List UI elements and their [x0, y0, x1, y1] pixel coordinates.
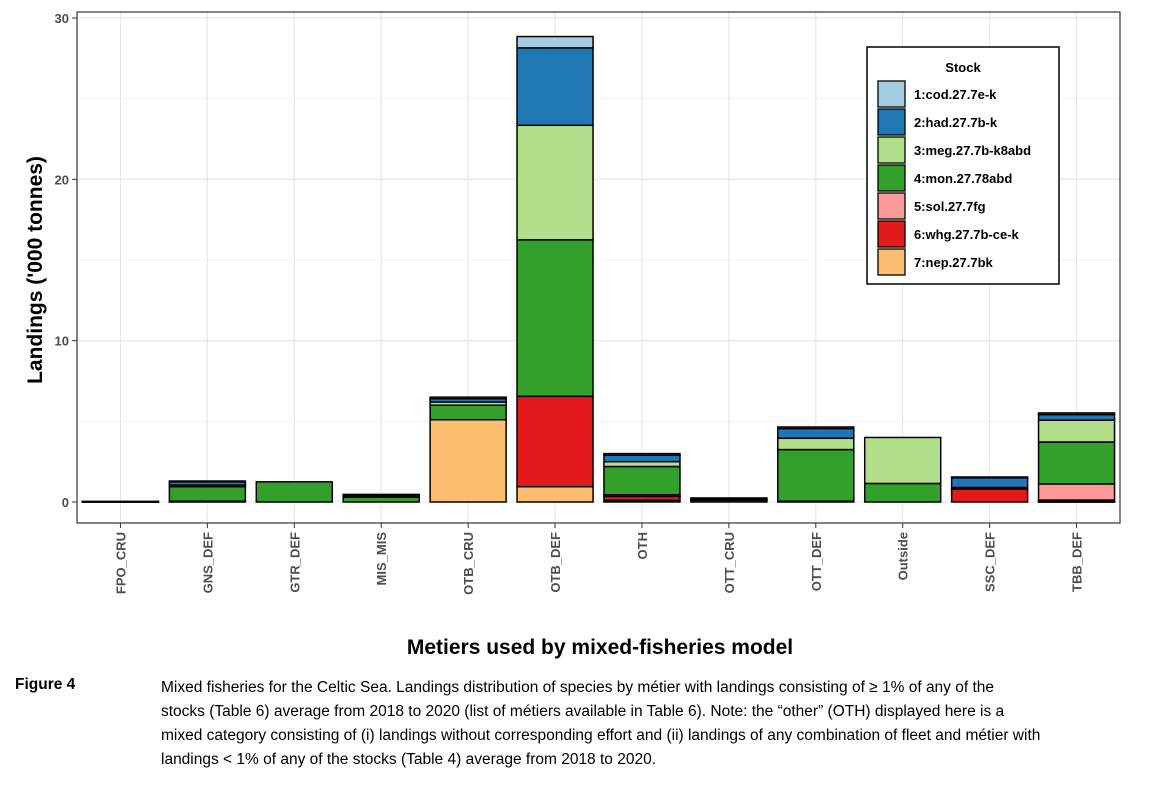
bar-segment — [342, 493, 420, 496]
legend-label: 3:meg.27.7b-k8abd — [914, 143, 1031, 158]
bar-segment — [603, 452, 681, 456]
bar-segment — [429, 418, 507, 503]
y-tick-label: 20 — [55, 172, 69, 187]
bar-segment — [516, 35, 594, 49]
bar-segment — [863, 436, 942, 485]
bar-stack-otb-cru — [429, 396, 507, 503]
legend-title: Stock — [945, 60, 981, 75]
x-tick-label: TBB_DEF — [1070, 532, 1085, 592]
bar-segment — [950, 488, 1029, 503]
bar-segment — [516, 239, 594, 398]
y-tick-label: 0 — [62, 495, 69, 510]
plot-panel-border — [76, 11, 1121, 524]
bars-group — [81, 35, 1116, 503]
bar-segment — [255, 481, 334, 503]
y-tick-label: 30 — [55, 11, 69, 26]
bar-segment — [1037, 483, 1116, 501]
legend-swatch — [877, 248, 906, 276]
legend-swatch — [877, 192, 906, 220]
bar-segment — [516, 485, 594, 503]
bar-stack-oth — [603, 452, 681, 503]
bar-segment — [1037, 413, 1116, 421]
bar-stack-ssc-def — [950, 476, 1029, 503]
x-tick-label: OTT_CRU — [722, 532, 737, 593]
bar-stack-tbb-def — [1037, 412, 1116, 503]
bar-stack-gns-def — [168, 480, 247, 503]
x-axis-title: Metiers used by mixed-fisheries model — [407, 636, 793, 659]
bar-segment — [168, 485, 247, 502]
x-tick-label: SSC_DEF — [983, 532, 998, 592]
bar-segment — [1037, 412, 1116, 416]
figure-caption-text: Mixed fisheries for the Celtic Sea. Land… — [161, 679, 1041, 768]
bar-stack-ott-cru — [690, 497, 768, 503]
x-tick-label: FPO_CRU — [113, 532, 128, 594]
bar-stack-fpo-cru — [81, 500, 160, 503]
legend-label: 5:sol.27.7fg — [914, 199, 986, 214]
bar-segment — [777, 427, 855, 440]
bar-segment — [1037, 441, 1116, 485]
bar-segment — [516, 124, 594, 241]
bar-segment — [429, 396, 507, 400]
bar-segment — [603, 465, 681, 496]
x-tick-label: GTR_DEF — [287, 532, 302, 593]
bar-segment — [168, 480, 247, 483]
bar-segment — [777, 426, 855, 430]
bar-segment — [603, 454, 681, 463]
bar-stack-outside — [863, 436, 942, 503]
bar-stack-mis-mis — [342, 493, 420, 503]
x-tick-label: MIS_MIS — [374, 532, 389, 586]
bar-segment — [429, 404, 507, 421]
bar-segment — [516, 395, 594, 488]
y-tick-label: 10 — [55, 334, 69, 349]
bar-segment — [950, 477, 1029, 489]
bar-segment — [690, 497, 768, 500]
bar-segment — [777, 448, 855, 502]
stacked-bar-chart: 0 10 20 30 FPO_CRU GNS_DEF GTR_DEF MIS_MIS OTB_… — [24, 11, 1121, 659]
legend-swatch — [877, 108, 906, 136]
x-tick-label: OTB_DEF — [548, 532, 563, 593]
x-tick-label: OTH — [635, 532, 650, 559]
legend-label: 2:had.27.7b-k — [914, 115, 998, 130]
legend-swatch — [877, 220, 906, 248]
bar-stack-otb-def — [516, 35, 594, 503]
figure-label: Figure 4 — [15, 676, 76, 693]
x-tick-label: Outside — [896, 532, 911, 580]
bar-segment — [1037, 419, 1116, 443]
y-axis-ticks: 0 10 20 30 — [55, 11, 77, 510]
bar-stack-gtr-def — [255, 481, 334, 503]
x-tick-label: GNS_DEF — [200, 532, 215, 593]
x-tick-label: OTT_DEF — [809, 532, 824, 591]
legend-items: 1:cod.27.7e-k 2:had.27.7b-k 3:meg.27.7b-k8… — [877, 80, 1031, 276]
bar-segment — [81, 500, 160, 503]
y-axis-title: Landings ('000 tonnes) — [24, 156, 47, 384]
bar-stack-ott-def — [777, 426, 855, 503]
x-axis-ticks: FPO_CRU GNS_DEF GTR_DEF MIS_MIS OTB_CRU OTB_D… — [113, 523, 1085, 595]
bar-segment — [950, 476, 1029, 479]
legend-swatch — [877, 80, 906, 108]
bar-segment — [516, 47, 594, 127]
legend-label: 6:whg.27.7b-ce-k — [914, 227, 1020, 242]
legend-label: 1:cod.27.7e-k — [914, 87, 997, 102]
legend-label: 7:nep.27.7bk — [914, 255, 994, 270]
legend-swatch — [877, 136, 906, 164]
x-tick-label: OTB_CRU — [461, 532, 476, 595]
legend-label: 4:mon.27.78abd — [914, 171, 1012, 186]
legend-swatch — [877, 164, 906, 192]
bar-segment — [863, 482, 942, 503]
bar-segment — [777, 437, 855, 451]
legend: Stock 1:cod.27.7e-k 2:had.27.7b-k 3:meg.27… — [866, 46, 1060, 285]
